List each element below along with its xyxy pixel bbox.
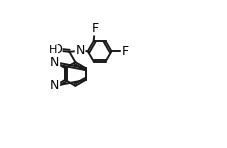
Text: N: N xyxy=(75,44,84,57)
Text: F: F xyxy=(121,45,128,58)
Text: H: H xyxy=(49,45,57,55)
Text: F: F xyxy=(91,22,99,35)
Text: N: N xyxy=(50,56,59,69)
Text: O: O xyxy=(52,43,62,56)
Text: N: N xyxy=(50,79,59,92)
